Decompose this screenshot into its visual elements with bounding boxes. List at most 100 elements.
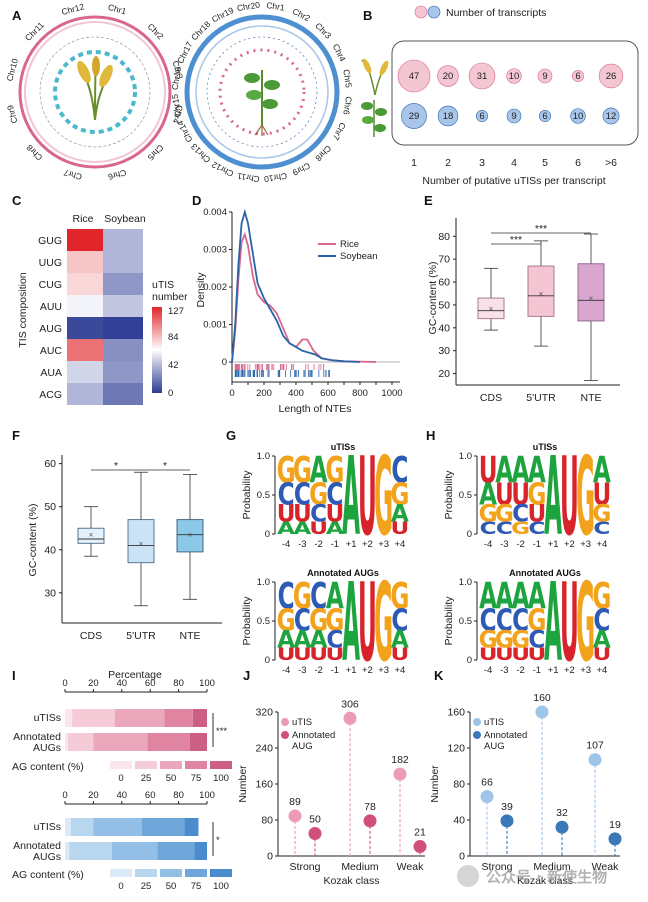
g-aug-logo-letter: U (390, 644, 409, 664)
g-aug-pos-label: -1 (331, 665, 339, 676)
soy-bubble-value: 6 (479, 111, 484, 122)
j-legend-aug-1: Annotated (292, 730, 335, 741)
g-utis-pos-label: -1 (331, 539, 339, 550)
h-utis-logo-letter: A (528, 450, 546, 492)
f-box (127, 519, 155, 564)
rice-bubble (468, 62, 496, 90)
i-rice-x-tick: 20 (88, 678, 99, 689)
j-x-tick: Strong (290, 861, 321, 873)
soy-bubble-value: 18 (443, 111, 454, 122)
h-aug-logo-letter: U (495, 644, 514, 664)
h-utis-pos-label: -4 (484, 539, 492, 550)
panel-k-lollipop: 0 40 80 120 160 Number 66 39 Strong 160 32 Medium 10… (429, 692, 622, 887)
i-soy-x-tick: 20 (88, 790, 99, 801)
h-aug-logo-letter: G (479, 625, 498, 653)
g-aug-logo-letter: U (325, 644, 344, 664)
k-aug-label: 39 (501, 801, 513, 813)
density-y-tick: 0.002 (203, 282, 227, 293)
heat-cell-rice (67, 273, 103, 295)
i-soy-segment (65, 842, 70, 860)
i-rice-segment (114, 709, 165, 727)
g-utis-logo-letter: G (374, 436, 393, 560)
j-x-tick: Weak (397, 861, 424, 873)
i-rice-legend-swatch (110, 761, 132, 769)
k-y-tick: 120 (447, 743, 465, 755)
density-y-tick: 0.003 (203, 245, 227, 256)
k-aug-point (555, 820, 569, 834)
g-utis-logo-letter: C (278, 477, 295, 512)
e-box (477, 297, 505, 320)
k-y-title: Number (429, 765, 441, 803)
k-legend-utis: uTIS (484, 717, 504, 728)
e-sig-2: *** (535, 223, 547, 235)
soy-chr-label: Chr1 (266, 0, 286, 13)
h-utis-y-tick: 0 (467, 529, 472, 540)
heat-row-label: ACG (39, 389, 62, 401)
k-legend-aug-1: Annotated (484, 730, 527, 741)
h-utis-logo-letter: U (479, 450, 498, 492)
heat-row-label: AUG (39, 323, 62, 335)
f-y-tick: 60 (44, 458, 56, 470)
k-y-tick: 40 (453, 815, 465, 827)
i-soy-row-label-1: Annotated (13, 840, 61, 852)
h-aug-logo-letter: U (511, 644, 530, 664)
j-aug-point (413, 840, 427, 854)
i-rice-row-label-2: AUGs (33, 742, 61, 754)
h-utis-logo-letter: U (560, 436, 579, 560)
g-utis-logo-letter: U (325, 499, 344, 527)
i-soy-legend-title: AG content (%) (12, 869, 84, 881)
bubble-x-title: Number of putative uTISs per transcript (422, 175, 605, 187)
j-utis-label: 89 (289, 796, 301, 808)
soy-chr-label: Chr20 (236, 0, 261, 13)
g-aug-pos-label: +2 (362, 665, 373, 676)
h-aug-pos-label: +2 (564, 665, 575, 676)
g-aug-logo-letter: A (310, 625, 329, 653)
i-soy-segment (194, 842, 207, 860)
i-axis-title: Percentage (108, 669, 162, 681)
g-utis-pos-label: -3 (298, 539, 306, 550)
h-utis-logo-letter: A (593, 450, 611, 492)
g-aug-pos-label: -3 (298, 665, 306, 676)
heat-cell-rice (67, 339, 103, 361)
heat-cell-soy (103, 229, 143, 251)
panel-label-f: F (12, 428, 20, 443)
i-soy-segment (69, 842, 112, 860)
f-mean-marker: × (188, 531, 193, 540)
i-rice-legend-swatch (160, 761, 182, 769)
e-x-tick: 5'UTR (526, 392, 556, 404)
soy-chr-label: Chr10 (263, 171, 288, 185)
panel-label-e: E (424, 193, 433, 208)
watermark-text: 公众号 · 新使生物 (486, 868, 607, 886)
i-soy-sig: * (216, 835, 220, 846)
h-utis-pos-label: -1 (533, 539, 541, 550)
j-x-title: Kozak class (323, 875, 379, 887)
i-rice-legend-tick: 50 (166, 773, 177, 784)
i-rice-segment (189, 733, 207, 751)
rice-chr-label: Chr4 (171, 104, 185, 125)
i-soy-row-label: uTISs (34, 821, 61, 833)
j-utis-point (343, 711, 357, 725)
j-legend-utis: uTIS (292, 717, 312, 728)
g-utis-logo-title: uTISs (331, 442, 356, 452)
g-utis-y-tick: 0 (265, 529, 270, 540)
bubble-legend-label: Number of transcripts (446, 7, 546, 19)
i-rice-segment (65, 733, 68, 751)
i-rice-segment (65, 709, 73, 727)
g-aug-logo-letter: C (391, 603, 408, 638)
h-utis-logo-letter: C (593, 518, 610, 538)
bubble-x-tick: 5 (542, 157, 548, 169)
rice-bubble-value: 20 (443, 71, 454, 82)
i-soy-segment (141, 818, 185, 836)
panel-f-boxplot: GC-content (%) 30 40 50 60 × CDS × 5'UTR × NTE * * (27, 455, 222, 642)
rice-chr-label: Chr1 (107, 2, 128, 16)
soy-chr-label: Chr6 (341, 96, 354, 116)
heat-tick-84: 84 (168, 332, 179, 343)
rice-inner-ring (24, 21, 166, 163)
panel-label-g: G (226, 428, 236, 443)
e-mean-marker: × (539, 289, 544, 298)
h-utis-y-tick: 0.5 (459, 490, 472, 501)
i-rice-x-tick: 80 (173, 678, 184, 689)
h-utis-logo-letter: U (592, 477, 611, 512)
